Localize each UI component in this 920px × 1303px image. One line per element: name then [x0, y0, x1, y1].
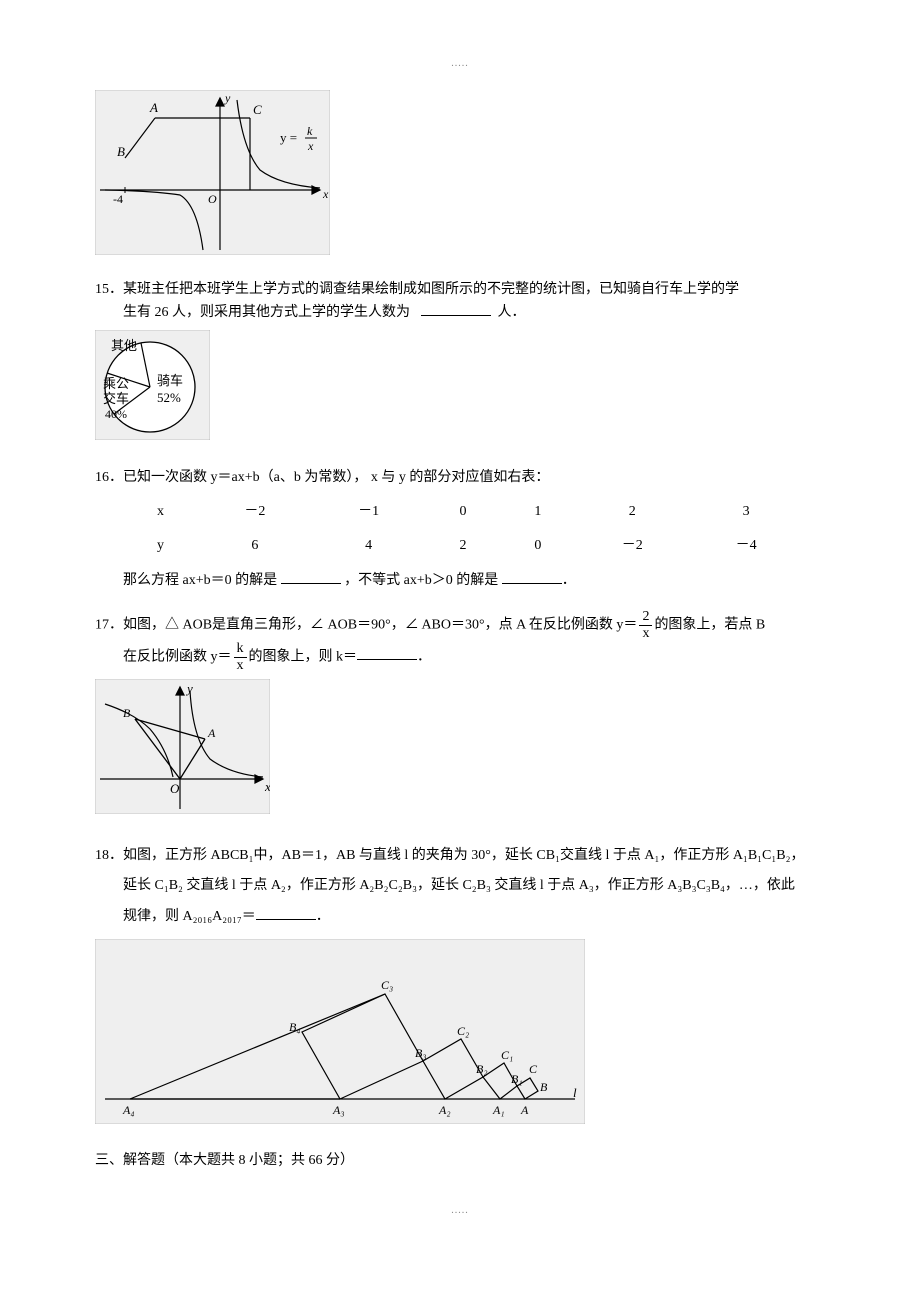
origin-label: O: [208, 192, 217, 206]
q15-text-a: 某班主任把本班学生上学方式的调查结果绘制成如图所示的不完整的统计图，已知骑自行车…: [123, 282, 739, 297]
neg-4-label: -4: [113, 192, 123, 206]
svg-text:B: B: [540, 1080, 548, 1094]
svg-text:k: k: [307, 124, 313, 138]
point-b: B: [117, 144, 125, 159]
x-axis-label: x: [322, 187, 329, 201]
q17-blank: [357, 646, 417, 660]
q17-text-d: 的图象上，则 k＝: [249, 649, 358, 664]
section-3-heading: 三、解答题（本大题共 8 小题；共 66 分）: [95, 1150, 825, 1172]
svg-text:B₄: B₄: [289, 1020, 301, 1034]
q18-text-c: 规律，则 A₂₀₁₆A₂₀₁₇＝: [123, 909, 256, 924]
q18-figure: l A₄ A₃ A₂ A₁ A C₃ B₄: [95, 939, 585, 1124]
svg-text:A: A: [520, 1103, 529, 1117]
q16-blank1: [281, 570, 341, 584]
svg-text:C₁: C₁: [501, 1048, 513, 1062]
question-18: 18．如图，正方形 ABCB₁中，AB＝1，AB 与直线 l 的夹角为 30°，…: [95, 841, 825, 1133]
q16-text-b: 那么方程 ax+b＝0 的解是: [123, 573, 277, 588]
q16-text-d: ．: [562, 573, 576, 588]
q18-text-d: ．: [316, 909, 330, 924]
q16-blank2: [502, 570, 562, 584]
svg-text:B₃: B₃: [415, 1046, 427, 1060]
y-axis-label: y: [224, 91, 231, 105]
pie-label-other: 其他: [111, 338, 137, 353]
svg-text:B: B: [123, 706, 131, 720]
q16-text-a: 已知一次函数 y＝ax+b（a、b 为常数）， x 与 y 的部分对应值如右表：: [123, 470, 549, 485]
svg-text:A₃: A₃: [332, 1103, 345, 1117]
svg-text:C: C: [529, 1062, 538, 1076]
question-17: 17．如图，△ AOB是直角三角形，∠ AOB＝90°，∠ ABO＝30°，点 …: [95, 610, 825, 822]
svg-text:A₁: A₁: [492, 1103, 505, 1117]
svg-text:C₂: C₂: [457, 1024, 469, 1038]
svg-text:l: l: [573, 1085, 577, 1100]
q16-text-c: ，不等式 ax+b＞0 的解是: [344, 573, 498, 588]
q18-text-b: 延长 C₁B₂ 交直线 l 于点 A₂，作正方形 A₂B₂C₂B₃，延长 C₂B…: [123, 878, 795, 893]
table-row-y: y 6 4 2 0 －2 －4: [123, 529, 803, 563]
svg-text:C₃: C₃: [381, 978, 393, 992]
point-c: C: [253, 102, 262, 117]
q17-figure: x y O A B: [95, 679, 270, 814]
svg-text:B₂: B₂: [476, 1062, 488, 1076]
q16-table: x －2 －1 0 1 2 3 y 6 4 2 0 －2 －4: [123, 495, 803, 564]
question-15: 15．某班主任把本班学生上学方式的调查结果绘制成如图所示的不完整的统计图，已知骑…: [95, 279, 825, 448]
q15-number: 15．: [95, 282, 123, 297]
q18-number: 18．: [95, 848, 123, 863]
q15-blank: [421, 302, 491, 316]
q15-text-c: 人．: [498, 305, 526, 320]
q15-text-b: 生有 26 人，则采用其他方式上学的学生人数为: [123, 305, 410, 320]
q15-pie-chart: 其他 乘公 交车 40% 骑车 52%: [95, 330, 210, 440]
question-16: 16．已知一次函数 y＝ax+b（a、b 为常数）， x 与 y 的部分对应值如…: [95, 467, 825, 593]
q17-text-b: 的图象上，若点 B: [654, 618, 765, 633]
pie-label-bus2: 交车: [103, 391, 129, 406]
pie-label-bike2: 52%: [157, 390, 181, 405]
svg-text:A₂: A₂: [438, 1103, 451, 1117]
pie-label-bike1: 骑车: [157, 373, 183, 388]
q17-text-a: 如图，△ AOB是直角三角形，∠ AOB＝90°，∠ ABO＝30°，点 A 在…: [123, 618, 637, 633]
pie-label-bus3: 40%: [105, 407, 127, 421]
table-row-x: x －2 －1 0 1 2 3: [123, 495, 803, 529]
q18-text-a: 如图，正方形 ABCB₁中，AB＝1，AB 与直线 l 的夹角为 30°，延长 …: [123, 848, 804, 863]
point-a: A: [149, 100, 158, 115]
q17-text-c: 在反比例函数 y＝: [123, 649, 232, 664]
svg-text:O: O: [170, 781, 180, 796]
svg-text:A₄: A₄: [122, 1103, 135, 1117]
hyperbola-eq: y =: [280, 130, 297, 145]
svg-text:y: y: [185, 681, 193, 696]
pie-label-bus1: 乘公: [103, 376, 129, 391]
q17-frac2: kx: [234, 642, 247, 673]
svg-text:x: x: [264, 779, 270, 794]
q17-frac1: 2x: [639, 610, 652, 641]
figure-prev-hyperbola: x y O A B C -4 y = k x: [95, 90, 825, 263]
svg-text:B₁: B₁: [511, 1072, 523, 1086]
footer-dots: .....: [95, 1203, 825, 1219]
svg-text:x: x: [307, 139, 314, 153]
q17-number: 17．: [95, 618, 123, 633]
svg-text:A: A: [207, 726, 216, 740]
q16-number: 16．: [95, 470, 123, 485]
q17-text-e: ．: [417, 649, 431, 664]
header-dots: .....: [95, 56, 825, 72]
q18-blank: [256, 906, 316, 920]
